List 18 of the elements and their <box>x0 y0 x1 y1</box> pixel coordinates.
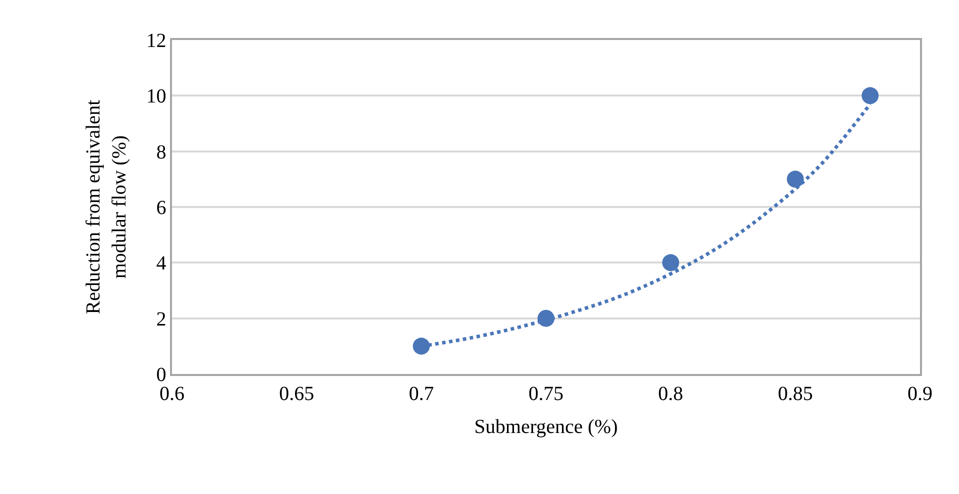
y-tick-label: 6 <box>156 197 166 219</box>
x-axis-title: Submergence (%) <box>474 416 618 438</box>
point <box>786 170 804 188</box>
point <box>862 87 879 104</box>
y-tick-label: 2 <box>156 308 166 330</box>
y-tick-label: 4 <box>156 252 166 275</box>
x-tick-label: 0.65 <box>279 382 314 405</box>
x-tick-label: 0.7 <box>408 382 434 405</box>
x-tick-label: 0.9 <box>908 382 932 405</box>
point <box>412 338 430 355</box>
y-tick-label: 10 <box>146 86 166 108</box>
y-tick-label: 12 <box>146 30 166 52</box>
y-tick-label: 8 <box>156 141 166 164</box>
y-axis-title: Reduction from equivalent modular flow (%) <box>82 99 130 314</box>
x-tick-label: 0.85 <box>778 382 813 405</box>
x-tick-label: 0.8 <box>658 382 684 405</box>
x-tick-label: 0.75 <box>528 382 564 405</box>
point <box>662 254 680 272</box>
